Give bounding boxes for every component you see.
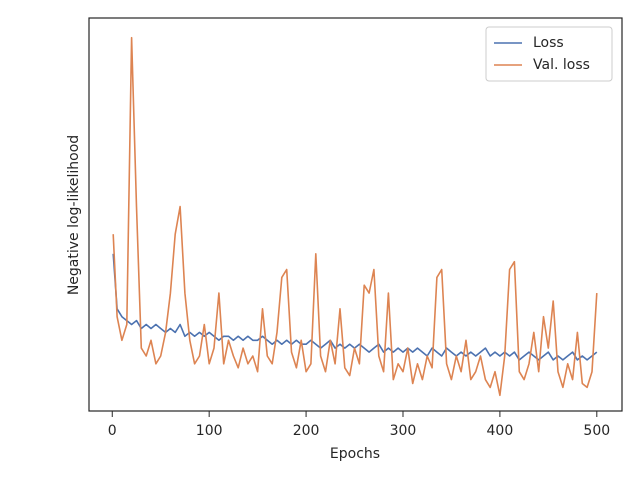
x-tick-label: 200 xyxy=(293,423,320,439)
y-axis-label: Negative log-likelihood xyxy=(66,135,82,295)
x-tick-label: 0 xyxy=(108,423,117,439)
x-tick-label: 100 xyxy=(196,423,223,439)
x-tick-label: 300 xyxy=(390,423,417,439)
x-tick-label: 500 xyxy=(583,423,610,439)
x-tick-label: 400 xyxy=(487,423,514,439)
legend-label: Loss xyxy=(533,35,564,51)
series-line xyxy=(112,36,598,397)
legend-label: Val. loss xyxy=(533,57,590,73)
x-axis-label: Epochs xyxy=(330,446,380,462)
legend-box xyxy=(485,26,613,82)
plot-frame xyxy=(88,17,623,412)
